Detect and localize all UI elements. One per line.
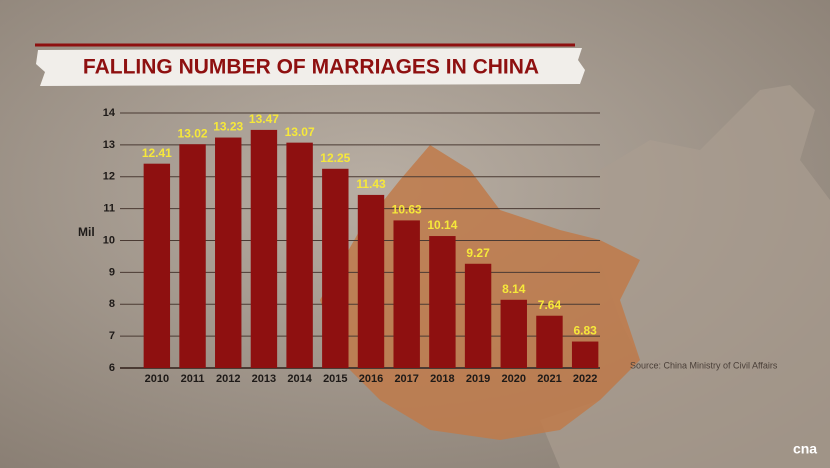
- y-tick-label: 11: [103, 203, 115, 215]
- x-tick-label: 2022: [573, 373, 597, 385]
- y-tick-label: 9: [109, 266, 115, 278]
- value-label: 13.02: [178, 126, 208, 140]
- bar: [179, 144, 206, 368]
- x-tick-label: 2018: [430, 373, 454, 385]
- value-label: 13.47: [249, 112, 279, 126]
- x-tick-label: 2016: [359, 373, 383, 385]
- x-tick-label: 2021: [537, 373, 561, 385]
- value-label: 7.64: [538, 298, 562, 312]
- logo: cna: [793, 441, 817, 457]
- x-tick-label: 2017: [394, 373, 418, 385]
- bar: [143, 163, 171, 368]
- chart-title: FALLING NUMBER OF MARRIAGES IN CHINA: [83, 56, 539, 79]
- bar: [571, 341, 599, 368]
- y-axis-label: Mil: [78, 225, 95, 239]
- y-tick-label: 8: [109, 298, 115, 310]
- bar: [500, 299, 527, 368]
- bar: [536, 315, 563, 368]
- title-banner: [36, 48, 585, 86]
- x-tick-label: 2019: [466, 373, 490, 385]
- bar: [464, 263, 492, 368]
- bar: [322, 168, 349, 368]
- value-label: 9.27: [466, 246, 490, 260]
- value-label: 10.63: [392, 203, 422, 217]
- bar: [215, 137, 242, 368]
- source-note: Source: China Ministry of Civil Affairs: [630, 360, 778, 370]
- x-tick-label: 2012: [216, 373, 240, 385]
- bar: [286, 142, 313, 368]
- x-tick-label: 2010: [145, 373, 169, 385]
- x-tick-label: 2020: [502, 373, 526, 385]
- x-tick-label: 2015: [323, 373, 347, 385]
- value-label: 6.83: [573, 324, 597, 338]
- value-label: 11.43: [356, 177, 386, 191]
- y-tick-label: 13: [103, 139, 115, 151]
- value-label: 12.25: [320, 151, 350, 165]
- y-tick-label: 7: [109, 330, 115, 342]
- y-tick-label: 12: [103, 171, 115, 183]
- map-region: [540, 85, 830, 468]
- x-tick-label: 2011: [181, 373, 205, 385]
- y-tick-label: 10: [103, 234, 115, 246]
- bar: [429, 236, 456, 368]
- bar: [357, 194, 385, 368]
- y-tick-label: 6: [109, 362, 115, 374]
- bar: [250, 129, 278, 368]
- value-label: 10.14: [427, 218, 457, 232]
- y-tick-label: 14: [103, 107, 116, 119]
- x-tick-label: 2014: [287, 373, 312, 385]
- value-label: 13.23: [213, 120, 243, 134]
- value-label: 8.14: [502, 282, 526, 296]
- x-tick-label: 2013: [252, 373, 276, 385]
- value-label: 12.41: [142, 146, 172, 160]
- value-label: 13.07: [285, 125, 315, 139]
- bar: [393, 220, 420, 368]
